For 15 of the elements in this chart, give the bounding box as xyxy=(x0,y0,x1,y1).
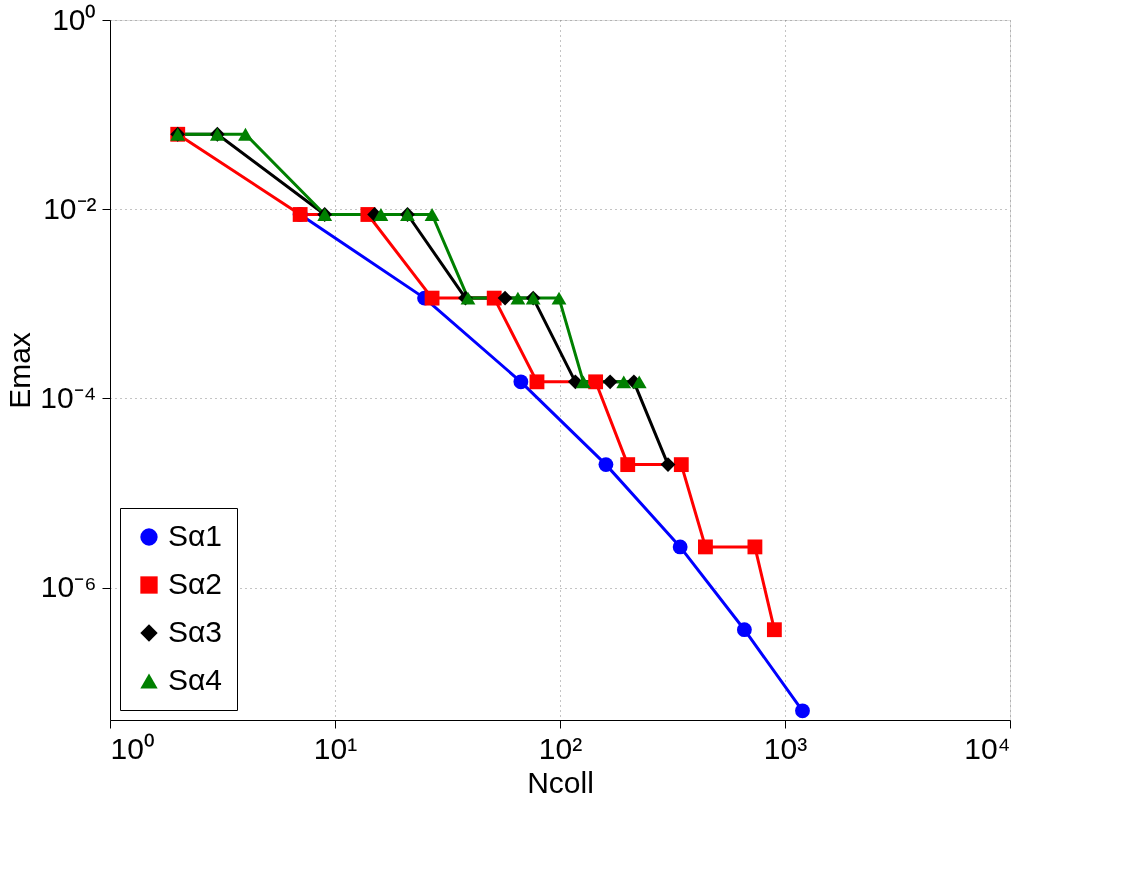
x-tick-label: 10⁴ xyxy=(964,731,1011,765)
x-axis-title: Ncoll xyxy=(527,765,594,799)
legend-label: Sα1 xyxy=(168,519,223,552)
y-tick-label: 10⁻⁶ xyxy=(40,570,97,604)
y-axis-title: Emax xyxy=(3,332,37,409)
x-tick-label: 10⁰ xyxy=(110,731,155,765)
legend-label: Sα3 xyxy=(168,615,223,648)
x-tick-label: 10³ xyxy=(763,731,808,765)
y-tick-label: 10⁰ xyxy=(52,2,97,36)
x-tick-label: 10² xyxy=(538,731,583,765)
y-tick-label: 10⁻⁴ xyxy=(40,380,97,414)
x-tick-label: 10¹ xyxy=(313,731,358,765)
legend-label: Sα2 xyxy=(168,567,223,600)
y-tick-label: 10⁻² xyxy=(43,191,97,225)
legend-label: Sα4 xyxy=(168,663,223,696)
